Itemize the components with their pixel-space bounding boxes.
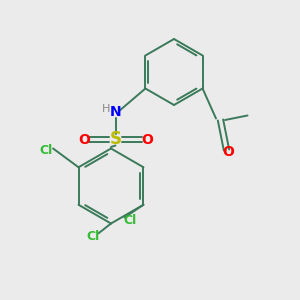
Text: O: O — [222, 146, 234, 159]
Text: Cl: Cl — [40, 143, 53, 157]
Text: H: H — [102, 104, 110, 114]
Text: Cl: Cl — [124, 214, 137, 227]
Text: Cl: Cl — [86, 230, 100, 244]
Text: O: O — [78, 133, 90, 146]
Text: S: S — [110, 130, 122, 148]
Text: O: O — [141, 133, 153, 146]
Text: N: N — [110, 106, 121, 119]
